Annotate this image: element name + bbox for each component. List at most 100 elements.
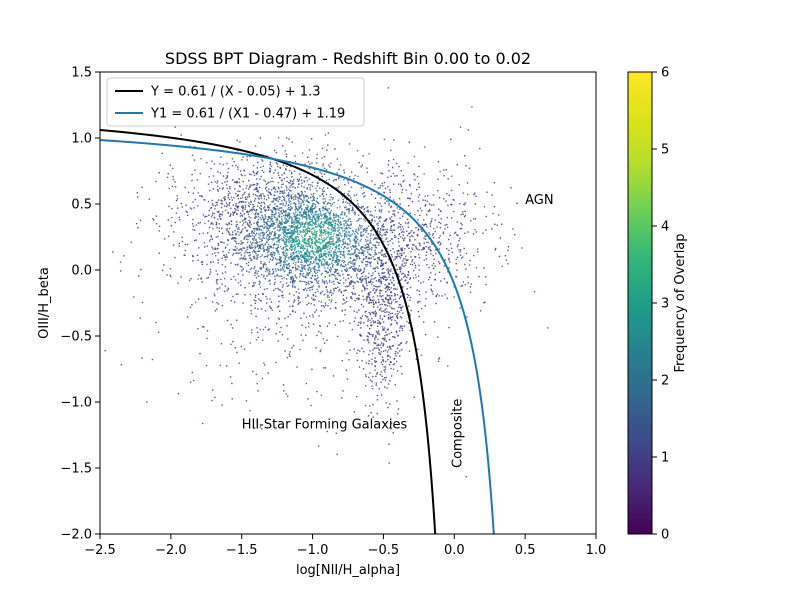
density-point — [219, 218, 222, 220]
density-point — [157, 331, 160, 333]
density-point — [354, 262, 356, 264]
density-point — [292, 180, 294, 183]
density-point — [365, 257, 367, 259]
density-point — [409, 263, 412, 265]
density-point — [327, 241, 329, 243]
density-point — [424, 223, 427, 225]
density-point — [289, 235, 291, 237]
density-point — [418, 194, 421, 196]
density-point — [318, 213, 320, 215]
density-point — [407, 270, 410, 273]
density-point — [230, 300, 233, 302]
density-point — [241, 206, 243, 208]
density-point — [371, 358, 373, 360]
density-point — [278, 196, 280, 198]
density-point — [274, 257, 277, 260]
density-point — [362, 228, 365, 231]
density-point — [390, 206, 392, 209]
density-point — [337, 234, 339, 236]
density-point — [327, 132, 330, 134]
density-point — [303, 267, 306, 269]
density-point — [215, 248, 217, 250]
density-point — [389, 316, 392, 318]
density-point — [387, 287, 389, 289]
density-point — [373, 342, 375, 344]
density-point — [201, 195, 203, 198]
density-point — [284, 257, 287, 259]
density-point — [269, 226, 271, 228]
density-point — [344, 314, 346, 316]
density-point — [271, 273, 274, 275]
density-point — [304, 258, 307, 260]
density-point — [241, 159, 243, 161]
density-point — [350, 223, 352, 225]
density-point — [291, 267, 294, 269]
density-point — [277, 244, 279, 246]
density-point — [301, 274, 304, 277]
density-point — [355, 194, 358, 196]
density-point — [417, 229, 420, 231]
density-point — [303, 186, 305, 188]
density-point — [302, 255, 305, 258]
density-point — [350, 296, 352, 298]
density-point — [374, 337, 376, 339]
density-point — [317, 280, 320, 282]
density-point — [218, 199, 220, 201]
density-point — [383, 181, 386, 184]
density-point — [378, 231, 381, 233]
density-point — [399, 306, 402, 309]
density-point — [319, 226, 322, 228]
density-point — [290, 203, 292, 205]
density-point — [172, 244, 175, 246]
density-point — [320, 218, 322, 220]
density-point — [274, 199, 276, 201]
density-point — [292, 276, 294, 278]
density-point — [374, 267, 377, 269]
density-point — [271, 213, 273, 216]
density-point — [236, 181, 238, 183]
density-point — [234, 188, 236, 190]
density-point — [286, 195, 288, 197]
density-point — [201, 281, 203, 283]
density-point — [238, 362, 240, 364]
density-point — [333, 251, 335, 253]
density-point — [315, 260, 317, 262]
density-point — [357, 281, 360, 283]
density-point — [246, 248, 248, 250]
density-point — [330, 223, 333, 225]
density-point — [394, 294, 396, 296]
density-point — [317, 249, 319, 252]
density-point — [406, 288, 408, 290]
density-point — [257, 213, 260, 215]
density-point — [424, 195, 426, 197]
density-point — [329, 212, 331, 214]
density-point — [343, 242, 345, 245]
density-point — [367, 257, 370, 259]
density-point — [282, 226, 284, 228]
density-point — [238, 178, 240, 180]
density-point — [308, 242, 310, 244]
density-point — [207, 276, 210, 279]
density-point — [406, 282, 408, 284]
density-point — [241, 266, 243, 268]
density-point — [279, 331, 281, 333]
density-point — [332, 230, 334, 232]
density-point — [255, 241, 258, 243]
density-point — [371, 363, 373, 365]
density-point — [413, 173, 415, 175]
density-point — [279, 190, 281, 192]
density-point — [216, 226, 218, 229]
density-point — [155, 180, 157, 183]
density-point — [335, 187, 337, 189]
density-point — [365, 278, 368, 280]
density-point — [266, 302, 268, 304]
density-point — [315, 214, 318, 216]
density-point — [250, 267, 253, 269]
density-point — [372, 403, 374, 406]
density-point — [381, 342, 383, 344]
density-point — [278, 275, 280, 277]
density-point — [384, 262, 387, 264]
density-point — [306, 188, 309, 190]
density-point — [325, 215, 328, 217]
density-point — [401, 249, 403, 251]
